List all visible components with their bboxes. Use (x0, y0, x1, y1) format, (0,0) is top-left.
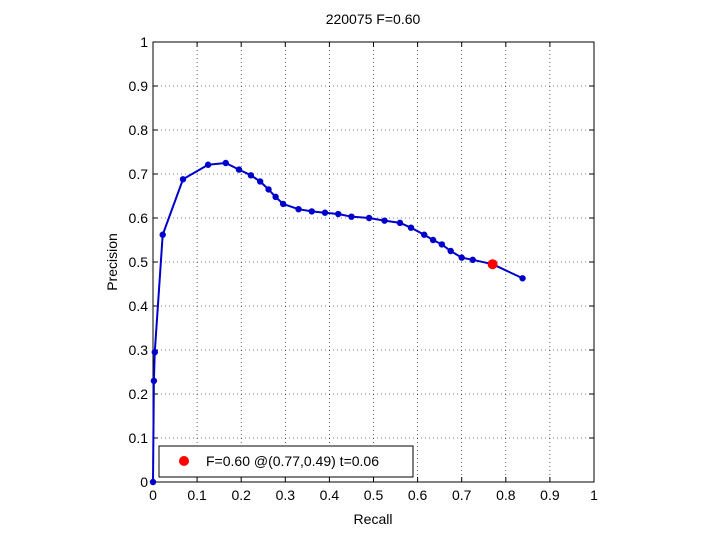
data-point (348, 213, 355, 220)
data-point (429, 236, 437, 244)
legend-marker (179, 456, 189, 466)
data-point (447, 247, 454, 255)
data-point (279, 200, 287, 208)
data-point (204, 161, 212, 168)
highlight (487, 259, 498, 270)
y-tick-label: 0.5 (129, 254, 149, 270)
x-axis-title: Recall (354, 511, 393, 527)
data-point (265, 186, 272, 193)
x-tick-label: 0.5 (364, 487, 384, 503)
data-point (222, 159, 229, 167)
data-point (256, 178, 264, 185)
x-tick-label: 0.7 (452, 487, 472, 503)
data-point (321, 209, 329, 216)
data-point (247, 172, 255, 179)
y-tick-label: 0.9 (129, 78, 149, 94)
x-tick-label: 0.6 (408, 487, 428, 503)
x-tick-label: 0.1 (187, 487, 207, 503)
best-f-point (487, 259, 498, 270)
legend: F=0.60 @(0.77,0.49) t=0.06 (158, 445, 414, 478)
x-tick-label: 0.2 (231, 487, 251, 503)
data-point (438, 241, 446, 248)
data-point (365, 214, 373, 222)
data-point (381, 217, 388, 224)
y-tick-label: 0.7 (129, 166, 149, 182)
chart-title: 220075 F=0.60 (326, 11, 421, 27)
data-point (469, 256, 476, 263)
data-point (159, 231, 166, 238)
x-tick-label: 1 (590, 487, 598, 503)
x-tick-label: 0.8 (496, 487, 516, 503)
data-point (335, 210, 342, 218)
data-point (179, 176, 187, 183)
y-tick-label: 0.4 (129, 298, 149, 314)
data-point (421, 231, 428, 238)
data-point (396, 219, 404, 227)
x-tick-label: 0.3 (276, 487, 296, 503)
data-point (149, 478, 157, 486)
y-tick-label: 0.6 (129, 210, 149, 226)
data-point (295, 206, 302, 213)
data-point (150, 377, 158, 384)
y-tick-label: 0.8 (129, 122, 149, 138)
data-point (458, 254, 465, 261)
x-tick-label: 0.4 (320, 487, 340, 503)
x-tick-label: 0 (149, 487, 157, 503)
y-tick-label: 0.3 (129, 342, 149, 358)
legend-box (158, 445, 414, 478)
y-axis-title: Precision (104, 233, 120, 291)
y-tick-label: 0.1 (129, 430, 149, 446)
ticks: 0 0.1 0.2 0.3 0.4 0.5 0.6 0.7 0.8 0.9 1 0 0.1 0.2 0.3 0… (129, 34, 599, 503)
y-tick-label: 1 (140, 34, 148, 50)
grid (153, 42, 594, 482)
data-point (407, 224, 415, 231)
x-tick-label: 0.9 (540, 487, 560, 503)
data-point (308, 208, 315, 215)
y-tick-label: 0.2 (129, 386, 149, 402)
legend-label: F=0.60 @(0.77,0.49) t=0.06 (206, 453, 379, 469)
data-point (151, 349, 158, 356)
data-point (235, 166, 243, 173)
y-tick-label: 0 (140, 474, 148, 490)
data-point (519, 275, 526, 282)
data-point (272, 193, 279, 201)
